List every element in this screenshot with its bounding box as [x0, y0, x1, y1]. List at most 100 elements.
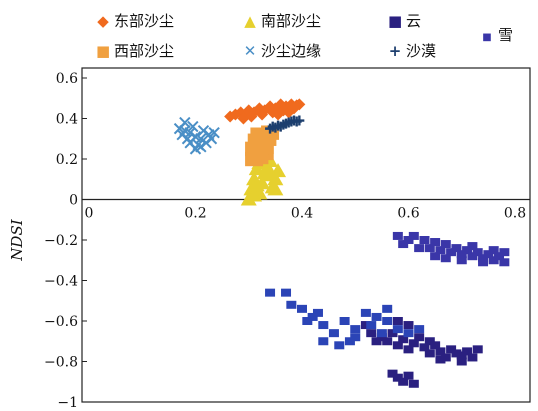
data-point — [366, 329, 377, 338]
data-point — [451, 244, 462, 253]
data-point — [237, 112, 250, 125]
data-point — [499, 248, 510, 257]
data-point — [328, 329, 339, 338]
data-point — [360, 321, 371, 330]
legend-label: 西部沙尘 — [114, 42, 175, 60]
data-point — [392, 317, 403, 325]
data-point — [392, 373, 403, 382]
data-point — [307, 312, 318, 321]
x-tick-label: 0 — [85, 206, 94, 222]
x-tick-label: 0.6 — [397, 206, 419, 222]
x-tick-labels: 0 0.2 0.4 0.6 0.8 — [85, 206, 527, 222]
legend-item-dust-edge: ✕ 沙尘边缘 — [243, 40, 321, 61]
legend-label: 南部沙尘 — [261, 12, 322, 30]
diamond-marker-icon: ◆ — [97, 12, 109, 30]
data-point — [248, 177, 265, 192]
y-tick-label: 0.2 — [56, 152, 78, 168]
y-axis-label: NDSI — [8, 218, 26, 261]
data-point — [282, 106, 295, 119]
plus-marker-icon: + — [388, 42, 402, 60]
data-point — [414, 333, 425, 342]
data-point — [382, 337, 393, 346]
data-point — [376, 333, 387, 342]
y-tick-label: 0 — [69, 193, 78, 209]
data-point — [382, 304, 393, 313]
data-point — [478, 254, 489, 263]
series-group — [360, 317, 483, 388]
y-tick-label: −1 — [57, 395, 78, 411]
data-point — [371, 337, 382, 346]
data-point — [403, 371, 414, 380]
data-point — [246, 187, 263, 202]
square-marker-icon: ■ — [388, 12, 403, 30]
legend-item-east-dust: ◆ 东部沙尘 — [96, 10, 174, 31]
data-point — [419, 236, 430, 244]
data-point — [446, 345, 457, 354]
data-point — [302, 317, 313, 325]
y-tick-label: 0.6 — [56, 71, 78, 87]
data-point — [451, 349, 462, 358]
x-tick-label: 0.4 — [291, 206, 313, 222]
data-point — [499, 258, 510, 267]
data-point — [408, 379, 419, 388]
series-group — [265, 115, 305, 134]
data-point — [179, 116, 191, 129]
data-point — [265, 288, 276, 297]
data-point — [179, 124, 191, 137]
legend-item-snow: ■ 雪 — [480, 24, 513, 45]
data-point — [408, 339, 419, 348]
y-tick-label: −0.8 — [44, 355, 78, 371]
data-point — [440, 240, 451, 249]
y-tick-label: −0.2 — [44, 233, 78, 249]
data-point — [256, 108, 269, 121]
triangle-marker-icon: ▲ — [244, 12, 256, 30]
data-point — [387, 329, 398, 338]
data-point — [392, 325, 403, 334]
data-point — [488, 256, 499, 265]
data-point — [494, 252, 505, 261]
data-point — [371, 312, 382, 321]
data-point — [339, 317, 350, 325]
data-point — [272, 108, 285, 121]
data-point — [270, 163, 287, 178]
data-point — [281, 288, 292, 297]
data-point — [435, 246, 446, 255]
legend-item-desert: + 沙漠 — [388, 40, 436, 61]
data-point — [392, 231, 403, 240]
data-point — [318, 321, 329, 330]
y-tick-labels: 0.6 0.4 0.2 0 −0.2 −0.4 −0.6 −0.8 −1 — [44, 71, 87, 411]
data-point — [403, 329, 414, 338]
data-point — [205, 133, 218, 145]
series-group — [245, 125, 280, 167]
data-point — [472, 248, 483, 257]
square-marker-icon: ■ — [482, 32, 492, 43]
data-point — [403, 345, 414, 354]
data-point — [419, 343, 430, 352]
plot-frame — [81, 67, 531, 403]
legend-label: 雪 — [498, 26, 514, 44]
data-point — [360, 308, 371, 317]
legend-item-west-dust: ■ 西部沙尘 — [96, 40, 174, 61]
data-point — [440, 254, 451, 263]
y-tick-label: −0.6 — [44, 314, 78, 330]
y-tick-label: 0.4 — [56, 112, 78, 128]
data-point — [350, 325, 361, 334]
data-point — [195, 141, 207, 153]
data-point — [382, 317, 393, 325]
data-point — [208, 126, 220, 139]
data-point — [488, 246, 499, 255]
data-point — [467, 353, 478, 362]
data-point — [255, 139, 274, 155]
data-point — [294, 115, 305, 126]
legend-item-cloud: ■ 云 — [388, 10, 421, 31]
data-point — [440, 353, 451, 362]
data-point — [318, 337, 329, 346]
data-point — [187, 120, 199, 133]
data-point — [398, 240, 409, 249]
data-point — [398, 335, 409, 344]
data-point — [403, 321, 414, 330]
legend-item-south-dust: ▲ 南部沙尘 — [243, 10, 321, 31]
data-point — [478, 258, 489, 267]
x-tick-label: 0.8 — [504, 206, 526, 222]
